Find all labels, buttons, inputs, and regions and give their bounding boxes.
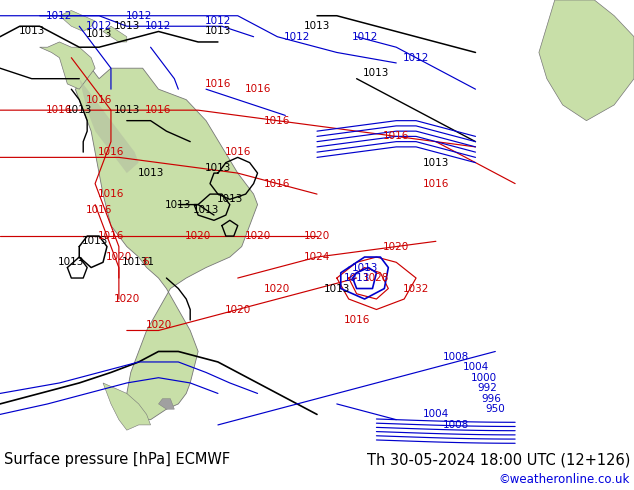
Text: 992: 992 xyxy=(477,383,497,393)
Text: 1013: 1013 xyxy=(423,158,449,168)
Text: 1012: 1012 xyxy=(86,21,112,31)
Text: 1013: 1013 xyxy=(304,21,330,31)
Polygon shape xyxy=(158,399,174,409)
Polygon shape xyxy=(79,79,139,173)
Text: 1013: 1013 xyxy=(165,199,191,210)
Text: 1013: 1013 xyxy=(205,26,231,36)
Text: Surface pressure [hPa] ECMWF: Surface pressure [hPa] ECMWF xyxy=(4,452,230,467)
Text: 1013: 1013 xyxy=(18,26,45,36)
Text: 1013: 1013 xyxy=(58,257,84,267)
Text: 1024: 1024 xyxy=(304,252,330,262)
Text: 1016: 1016 xyxy=(98,147,124,157)
Text: 1013: 1013 xyxy=(351,263,378,272)
Text: 1008: 1008 xyxy=(443,420,469,430)
Polygon shape xyxy=(60,10,95,31)
Text: 1016: 1016 xyxy=(205,79,231,89)
Text: 1012: 1012 xyxy=(205,16,231,26)
Text: 1016: 1016 xyxy=(244,84,271,94)
Polygon shape xyxy=(103,383,150,430)
Text: 10131: 10131 xyxy=(122,257,155,267)
Text: 1016: 1016 xyxy=(145,105,172,115)
Text: 1020: 1020 xyxy=(245,231,271,241)
Text: 1004: 1004 xyxy=(462,362,489,372)
Text: 1013: 1013 xyxy=(82,236,108,246)
Text: 1012: 1012 xyxy=(145,21,172,31)
Polygon shape xyxy=(103,26,127,42)
Text: 1013: 1013 xyxy=(344,273,370,283)
Text: 1020: 1020 xyxy=(113,294,140,304)
Text: 1013: 1013 xyxy=(323,284,350,294)
Text: 1013: 1013 xyxy=(113,105,140,115)
Text: 1016: 1016 xyxy=(98,189,124,199)
Text: 1016: 1016 xyxy=(264,116,290,125)
Text: 1013: 1013 xyxy=(138,168,164,178)
Text: 1013: 1013 xyxy=(205,163,231,173)
Text: 1020: 1020 xyxy=(304,231,330,241)
Text: 1012: 1012 xyxy=(126,11,152,21)
Text: 1016: 1016 xyxy=(86,205,112,215)
Text: 1016: 1016 xyxy=(423,179,449,189)
Text: 1013: 1013 xyxy=(363,69,390,78)
Text: 1020: 1020 xyxy=(224,304,251,315)
Text: 1012: 1012 xyxy=(46,11,73,21)
Text: 1000: 1000 xyxy=(470,373,496,383)
Text: 1016: 1016 xyxy=(224,147,251,157)
Text: 1016: 1016 xyxy=(86,95,112,105)
Polygon shape xyxy=(539,0,634,121)
Text: ©weatheronline.co.uk: ©weatheronline.co.uk xyxy=(498,473,630,487)
Text: 1013: 1013 xyxy=(193,205,219,215)
Text: 1013: 1013 xyxy=(217,195,243,204)
Polygon shape xyxy=(39,42,95,89)
Text: 1020: 1020 xyxy=(106,252,132,262)
Text: 1012: 1012 xyxy=(351,32,378,42)
Text: 1013: 1013 xyxy=(66,105,93,115)
Text: 6: 6 xyxy=(142,257,148,267)
Text: 950: 950 xyxy=(486,404,505,414)
Text: 1012: 1012 xyxy=(284,32,311,42)
Text: 1028: 1028 xyxy=(363,273,390,283)
Text: 1020: 1020 xyxy=(185,231,211,241)
Text: 1016: 1016 xyxy=(264,179,290,189)
Text: 1016: 1016 xyxy=(98,231,124,241)
Text: 1004: 1004 xyxy=(423,410,449,419)
Text: 1020: 1020 xyxy=(383,242,410,251)
Text: 1016: 1016 xyxy=(383,131,410,142)
Text: 1032: 1032 xyxy=(403,284,429,294)
Text: 1013: 1013 xyxy=(113,21,140,31)
Text: 996: 996 xyxy=(481,393,501,404)
Text: Th 30-05-2024 18:00 UTC (12+126): Th 30-05-2024 18:00 UTC (12+126) xyxy=(366,452,630,467)
Text: 1020: 1020 xyxy=(264,284,290,294)
Text: 1016: 1016 xyxy=(46,105,73,115)
Text: 1012: 1012 xyxy=(403,53,429,63)
Text: 1020: 1020 xyxy=(145,320,172,330)
Polygon shape xyxy=(75,68,257,419)
Text: 1013: 1013 xyxy=(86,29,112,39)
Text: 1016: 1016 xyxy=(344,315,370,325)
Text: 1008: 1008 xyxy=(443,352,469,362)
